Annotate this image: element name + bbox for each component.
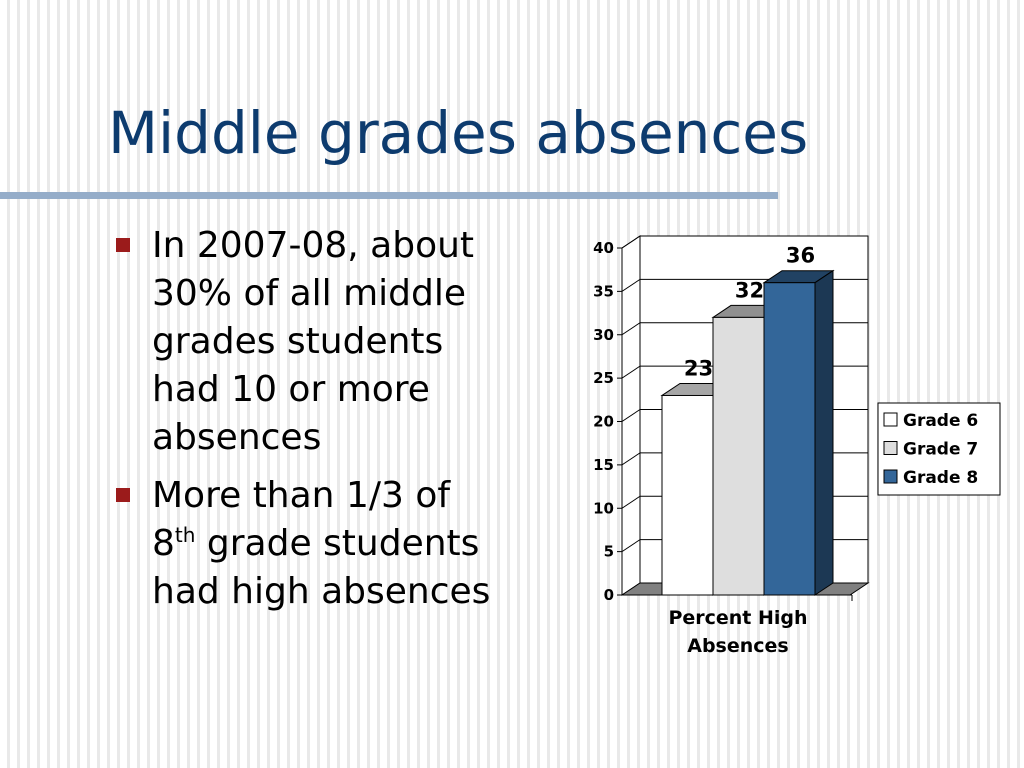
data-label: 23 — [684, 356, 713, 380]
data-label: 32 — [735, 278, 764, 302]
legend-swatch — [883, 412, 898, 427]
gridline-side — [621, 539, 641, 553]
title-underline — [0, 192, 778, 199]
y-tick-label: 20 — [593, 413, 614, 431]
y-tick-label: 25 — [593, 369, 614, 387]
bullet-item: More than 1/3 of 8th grade students had … — [112, 472, 552, 616]
y-tick-label: 35 — [593, 282, 614, 300]
data-label: 36 — [786, 244, 815, 268]
legend-swatch — [883, 469, 898, 484]
y-tick-label: 40 — [593, 239, 614, 257]
square-bullet-icon — [116, 488, 130, 502]
category-label: Absences — [687, 635, 789, 657]
gridline-side — [621, 278, 641, 292]
y-tick-label: 0 — [604, 586, 614, 604]
legend-swatch — [883, 441, 898, 455]
legend-box — [877, 402, 1001, 496]
legend-entry: Grade 7 — [903, 440, 978, 460]
gridline-side — [621, 495, 641, 509]
bullet-list: In 2007-08, about 30% of all middle grad… — [112, 222, 552, 626]
y-tick-label: 5 — [604, 543, 614, 561]
legend-entry: Grade 6 — [903, 411, 978, 431]
bullet-text: In 2007-08, about 30% of all middle grad… — [152, 225, 475, 458]
bullet-text-part: grade students had high absences — [152, 523, 491, 612]
bullet-text-part: More than 1/3 of 8 — [152, 475, 451, 564]
bullet-item: In 2007-08, about 30% of all middle grad… — [112, 222, 552, 462]
bar — [763, 282, 816, 596]
gridline-side — [621, 409, 641, 422]
bar — [661, 394, 714, 596]
ordinal-suffix: th — [174, 523, 196, 547]
bar-side — [814, 269, 834, 596]
gridline-side — [621, 322, 641, 336]
bullet-text: More than 1/3 of 8th grade students had … — [152, 475, 490, 612]
gridline-side — [621, 452, 641, 466]
category-label: Percent High — [668, 607, 807, 629]
gridline-side — [621, 365, 641, 379]
bar-chart: 0 5 10 15 20 25 30 35 40 23 32 36 Percent High Absenc… — [593, 235, 1001, 657]
slide-title: Middle grades absences — [108, 99, 809, 167]
square-bullet-icon — [116, 238, 130, 252]
gridline-side — [621, 235, 641, 249]
y-tick-label: 10 — [593, 499, 614, 517]
legend-entry: Grade 8 — [903, 468, 978, 488]
y-tick-label: 15 — [593, 456, 614, 474]
y-tick-label: 30 — [593, 326, 614, 344]
bar — [712, 316, 765, 596]
